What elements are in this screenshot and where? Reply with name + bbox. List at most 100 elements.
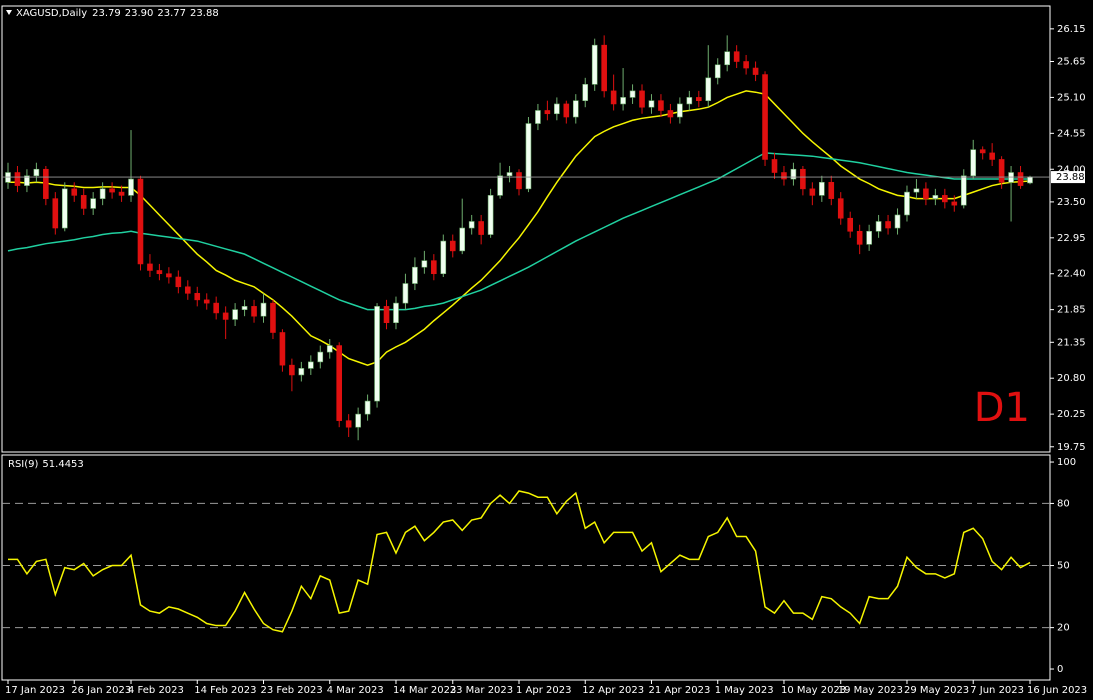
candle-body — [771, 159, 778, 173]
candle-body — [1017, 172, 1024, 186]
candle-body — [942, 195, 948, 203]
candle-body — [345, 420, 352, 428]
y-tick-label: 80 — [1057, 498, 1070, 509]
candle-body — [998, 159, 1005, 183]
x-tick-label: 1 May 2023 — [715, 685, 774, 696]
candle-body — [497, 175, 503, 196]
candle-body — [629, 90, 636, 98]
candle-body — [184, 286, 191, 294]
candle-body — [289, 364, 295, 376]
candle-body — [591, 44, 598, 85]
candle-body — [960, 175, 967, 206]
candle-body — [866, 230, 872, 245]
candle-body — [270, 302, 276, 333]
candle-body — [762, 74, 768, 160]
candle-body — [639, 90, 645, 108]
candle-body — [383, 306, 390, 324]
candle-body — [260, 302, 267, 317]
candle-body — [43, 168, 49, 199]
current-price-label: 23.88 — [1056, 172, 1085, 183]
main-panel-frame — [1, 5, 1051, 453]
candle-body — [875, 221, 882, 232]
open-label: 23.79 — [92, 8, 121, 19]
y-tick-label: 20 — [1057, 623, 1070, 634]
candle-body — [809, 188, 816, 196]
x-tick-label: 26 Jan 2023 — [71, 685, 131, 696]
y-tick-label: 19.75 — [1057, 442, 1086, 453]
candle-body — [355, 413, 361, 428]
moving-average-line — [8, 90, 1031, 366]
x-tick-label: 4 Feb 2023 — [128, 685, 184, 696]
chart-title: XAGUSD,Daily 23.79 23.90 23.77 23.88 — [16, 8, 219, 19]
rsi-title: RSI(9) 51.4453 — [8, 459, 84, 470]
candle-body — [90, 198, 96, 209]
candle-body — [516, 172, 522, 190]
candle-body — [449, 240, 456, 252]
rsi-line — [8, 490, 1031, 633]
low-label: 23.77 — [157, 8, 186, 19]
candle-body — [241, 306, 248, 310]
candle-body — [147, 263, 153, 271]
candle-body — [194, 293, 201, 301]
y-tick-label: 50 — [1057, 561, 1070, 572]
y-tick-label: 0 — [1057, 664, 1063, 675]
high-label: 23.90 — [125, 8, 154, 19]
candle-body — [71, 188, 78, 196]
candle-body — [364, 400, 371, 415]
candle-body — [308, 361, 314, 369]
x-tick-label: 4 Mar 2023 — [327, 685, 384, 696]
candle-body — [648, 100, 655, 108]
candle-body — [336, 345, 343, 421]
candle-body — [33, 168, 40, 177]
candle-body — [610, 90, 617, 105]
candle-body — [326, 345, 333, 353]
candle-body — [298, 368, 305, 376]
candle-body — [582, 84, 589, 101]
candle-body — [222, 312, 229, 320]
x-tick-label: 23 Feb 2023 — [261, 685, 323, 696]
candle-body — [800, 168, 806, 190]
candle-body — [686, 97, 693, 105]
candle-body — [828, 182, 835, 199]
y-tick-label: 24.55 — [1057, 128, 1086, 139]
candle-body — [421, 260, 428, 268]
y-tick-label: 24.00 — [1057, 164, 1086, 175]
candle-body — [572, 100, 579, 118]
candle-body — [109, 188, 115, 193]
symbol-title: XAGUSD,Daily — [16, 8, 87, 19]
y-tick-label: 25.65 — [1057, 57, 1086, 68]
candle-body — [923, 188, 929, 199]
y-tick-label: 23.50 — [1057, 197, 1086, 208]
candle-body — [856, 230, 863, 245]
candle-body — [525, 123, 532, 190]
symbol-menu-arrow[interactable] — [6, 10, 12, 15]
candle-body — [885, 221, 891, 229]
candle-body — [279, 332, 286, 366]
candle-body — [819, 182, 825, 196]
y-tick-label: 26.15 — [1057, 24, 1086, 35]
candle-body — [203, 299, 210, 304]
timeframe-annotation: D1 — [974, 385, 1030, 431]
candle-body — [156, 270, 163, 275]
candle-body — [705, 77, 712, 101]
x-tick-label: 14 Mar 2023 — [393, 685, 456, 696]
candle-body — [402, 283, 409, 304]
candle-body — [459, 227, 466, 252]
candle-body — [506, 172, 513, 177]
candle-body — [695, 97, 702, 101]
candle-body — [99, 188, 106, 199]
candle-body — [52, 198, 59, 229]
candle-body — [781, 172, 787, 180]
candle-body — [24, 175, 30, 186]
candle-body — [620, 97, 626, 105]
candle-body — [601, 44, 607, 92]
candle-body — [431, 260, 437, 275]
candle-body — [752, 67, 759, 75]
y-tick-label: 100 — [1057, 457, 1076, 468]
y-tick-label: 22.40 — [1057, 269, 1086, 280]
x-tick-label: 19 May 2023 — [838, 685, 903, 696]
x-tick-label: 1 Apr 2023 — [516, 685, 571, 696]
candle-body — [970, 149, 977, 177]
candle-body — [913, 188, 920, 193]
candle-body — [724, 51, 730, 66]
